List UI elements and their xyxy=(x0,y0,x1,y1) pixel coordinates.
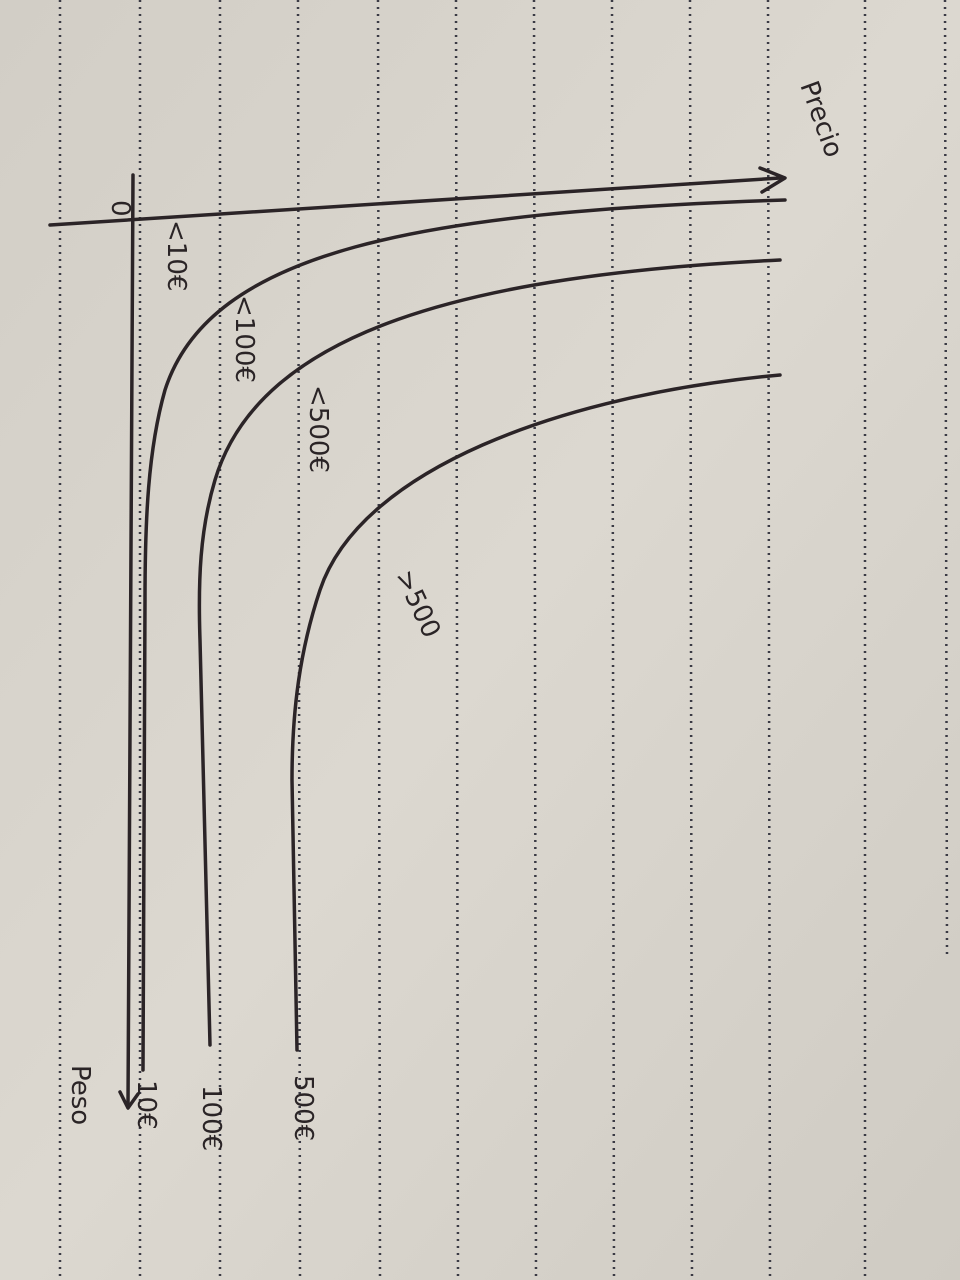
curve-label: 10€ xyxy=(131,1080,161,1130)
price-axis xyxy=(48,176,782,227)
curve xyxy=(290,373,782,1052)
price-arrow xyxy=(758,166,787,194)
curves xyxy=(141,198,787,1072)
axes xyxy=(48,166,787,1110)
origin-label: 0 xyxy=(105,200,135,217)
weight-axis xyxy=(126,173,135,1107)
curve xyxy=(197,258,782,1047)
curve-label: <500€ xyxy=(303,385,333,473)
curve xyxy=(141,198,787,1072)
curve-label: 100€ xyxy=(196,1085,226,1151)
curve-label: <100€ xyxy=(229,295,259,383)
axis-label: Peso xyxy=(65,1065,95,1125)
curve-label: 500€ xyxy=(288,1075,318,1141)
curve-label: <10€ xyxy=(161,220,191,291)
ruled-lines xyxy=(58,0,949,1280)
weight-arrow xyxy=(118,1090,140,1110)
